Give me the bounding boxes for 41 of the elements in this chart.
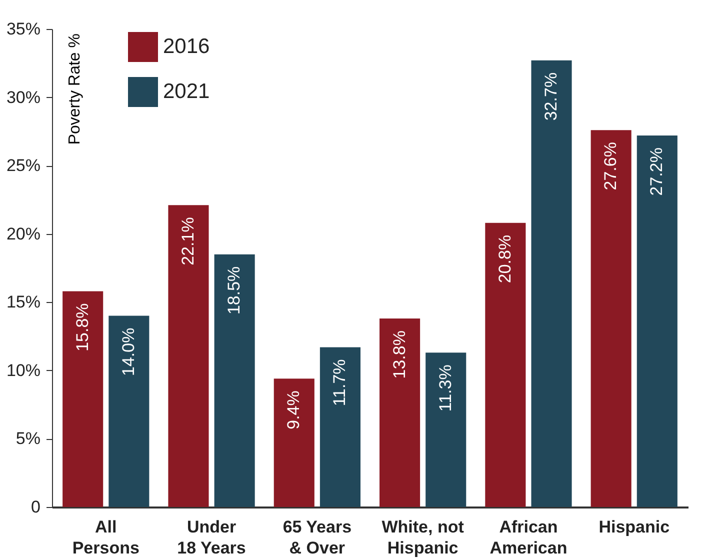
y-tick-label: 35% bbox=[6, 20, 40, 38]
data-label: 14.0% bbox=[118, 328, 138, 376]
data-label: 20.8% bbox=[495, 234, 514, 284]
y-tick-label: 10% bbox=[6, 360, 40, 380]
bar bbox=[108, 316, 150, 507]
data-label: 9.4% bbox=[284, 390, 304, 430]
x-tick-label: 65 Years & Over bbox=[282, 518, 352, 558]
data-label: 13.8% bbox=[390, 330, 409, 379]
x-tick-label: Under 18 Years bbox=[177, 518, 246, 558]
y-tick-label: 25% bbox=[6, 156, 40, 176]
data-label: 15.8% bbox=[72, 303, 92, 352]
bar bbox=[380, 318, 420, 507]
x-tick-label: All Persons bbox=[72, 518, 140, 558]
bar bbox=[590, 130, 632, 507]
x-tick-label: Hispanic bbox=[598, 518, 670, 536]
y-tick-label: 5% bbox=[16, 429, 40, 448]
bar bbox=[274, 378, 314, 507]
x-tick-label: White, not Hispanic bbox=[382, 518, 464, 558]
legend-label: 2021 bbox=[163, 80, 210, 103]
legend-label: 2016 bbox=[163, 35, 210, 58]
data-label: 27.6% bbox=[601, 142, 620, 190]
bar bbox=[531, 60, 572, 507]
data-label: 18.5% bbox=[224, 266, 244, 315]
y-tick-label: 15% bbox=[6, 292, 40, 312]
bar bbox=[214, 254, 255, 507]
bar bbox=[168, 205, 209, 507]
data-label: 27.2% bbox=[647, 148, 666, 196]
y-tick-label: 0 bbox=[31, 498, 40, 516]
y-tick-label: 20% bbox=[6, 224, 40, 244]
data-label: 22.1% bbox=[178, 217, 198, 266]
bar bbox=[485, 222, 526, 507]
data-label: 32.7% bbox=[542, 72, 561, 121]
bar bbox=[320, 347, 360, 507]
bar bbox=[426, 352, 466, 507]
data-label: 11.3% bbox=[436, 364, 455, 412]
data-label: 11.7% bbox=[330, 359, 350, 406]
bar bbox=[62, 291, 104, 507]
bar bbox=[636, 136, 678, 507]
x-tick-label: African American bbox=[490, 518, 568, 558]
y-axis-title: Poverty Rate % bbox=[66, 34, 84, 145]
y-tick-label: 30% bbox=[6, 88, 40, 107]
